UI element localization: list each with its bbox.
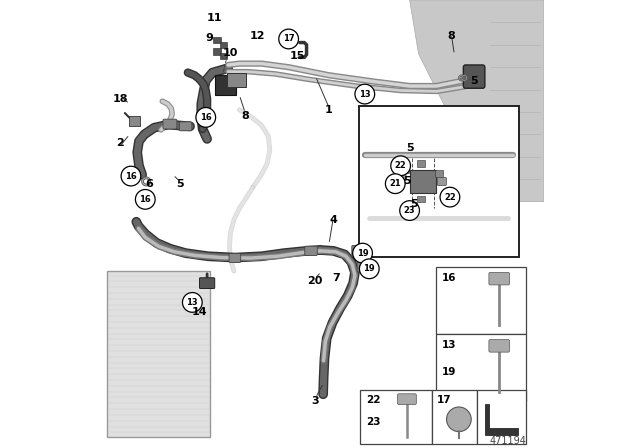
Text: 8: 8 (241, 111, 249, 121)
Text: 17: 17 (283, 34, 294, 43)
Text: 21: 21 (389, 179, 401, 188)
Text: 18: 18 (113, 94, 129, 103)
FancyBboxPatch shape (220, 42, 227, 48)
Circle shape (360, 259, 379, 279)
Ellipse shape (447, 407, 471, 432)
Text: 10: 10 (223, 48, 238, 58)
Text: 17: 17 (436, 395, 451, 405)
Circle shape (279, 29, 298, 49)
Text: 5: 5 (406, 143, 413, 153)
FancyBboxPatch shape (357, 261, 372, 272)
Circle shape (196, 108, 216, 127)
Polygon shape (484, 404, 518, 435)
FancyBboxPatch shape (358, 106, 519, 257)
Text: 22: 22 (444, 193, 456, 202)
FancyBboxPatch shape (477, 390, 526, 444)
Text: 7: 7 (332, 273, 340, 283)
Circle shape (400, 201, 419, 220)
Polygon shape (410, 0, 544, 202)
Text: 20: 20 (307, 276, 323, 286)
FancyBboxPatch shape (220, 53, 227, 59)
Text: 5: 5 (410, 199, 418, 209)
Text: 13: 13 (186, 298, 198, 307)
Text: 8: 8 (447, 31, 455, 41)
FancyBboxPatch shape (108, 271, 210, 437)
FancyBboxPatch shape (213, 37, 221, 43)
FancyBboxPatch shape (435, 170, 443, 177)
FancyBboxPatch shape (417, 196, 425, 202)
FancyBboxPatch shape (489, 340, 509, 352)
Text: 15: 15 (290, 51, 305, 61)
FancyBboxPatch shape (352, 246, 367, 256)
Text: 16: 16 (442, 273, 456, 283)
Circle shape (136, 190, 155, 209)
FancyBboxPatch shape (417, 160, 425, 167)
FancyBboxPatch shape (437, 177, 446, 185)
Text: 13: 13 (442, 340, 456, 350)
Text: 14: 14 (191, 307, 207, 317)
FancyBboxPatch shape (397, 394, 417, 405)
FancyBboxPatch shape (305, 246, 317, 255)
FancyBboxPatch shape (432, 390, 477, 444)
Text: 16: 16 (200, 113, 212, 122)
Text: 22: 22 (365, 395, 380, 405)
Text: 2: 2 (116, 138, 124, 148)
FancyBboxPatch shape (229, 254, 241, 263)
Text: 16: 16 (140, 195, 151, 204)
Text: 11: 11 (207, 13, 223, 23)
Text: 19: 19 (364, 264, 375, 273)
Text: 1: 1 (325, 105, 333, 115)
Text: 471194: 471194 (489, 436, 526, 446)
Circle shape (385, 174, 405, 194)
Text: 23: 23 (365, 417, 380, 427)
Text: 19: 19 (356, 249, 369, 258)
FancyBboxPatch shape (129, 116, 140, 126)
FancyBboxPatch shape (410, 170, 436, 193)
Text: 16: 16 (125, 172, 137, 181)
Circle shape (121, 166, 141, 186)
FancyArrowPatch shape (125, 113, 131, 119)
Text: 22: 22 (395, 161, 406, 170)
Text: 5: 5 (176, 179, 184, 189)
Circle shape (391, 156, 410, 176)
FancyBboxPatch shape (397, 172, 406, 180)
Text: 13: 13 (359, 90, 371, 99)
Text: 4: 4 (330, 215, 337, 224)
Circle shape (182, 293, 202, 312)
FancyBboxPatch shape (360, 390, 432, 444)
FancyBboxPatch shape (200, 278, 215, 289)
FancyBboxPatch shape (227, 73, 246, 87)
Circle shape (355, 84, 374, 104)
Text: 19: 19 (442, 367, 456, 377)
Circle shape (440, 187, 460, 207)
Text: 12: 12 (250, 31, 265, 41)
FancyBboxPatch shape (401, 167, 409, 173)
FancyBboxPatch shape (215, 75, 236, 95)
Circle shape (353, 243, 372, 263)
FancyBboxPatch shape (163, 119, 177, 129)
Text: 9: 9 (205, 33, 213, 43)
Text: 3: 3 (312, 396, 319, 406)
FancyBboxPatch shape (213, 48, 221, 55)
Text: 5: 5 (470, 76, 477, 86)
Text: 23: 23 (404, 206, 415, 215)
Text: 6: 6 (145, 179, 153, 189)
FancyBboxPatch shape (463, 65, 485, 88)
FancyBboxPatch shape (436, 334, 526, 401)
FancyBboxPatch shape (489, 272, 509, 285)
Text: 5: 5 (404, 176, 411, 185)
FancyBboxPatch shape (179, 122, 192, 131)
FancyBboxPatch shape (436, 267, 526, 334)
